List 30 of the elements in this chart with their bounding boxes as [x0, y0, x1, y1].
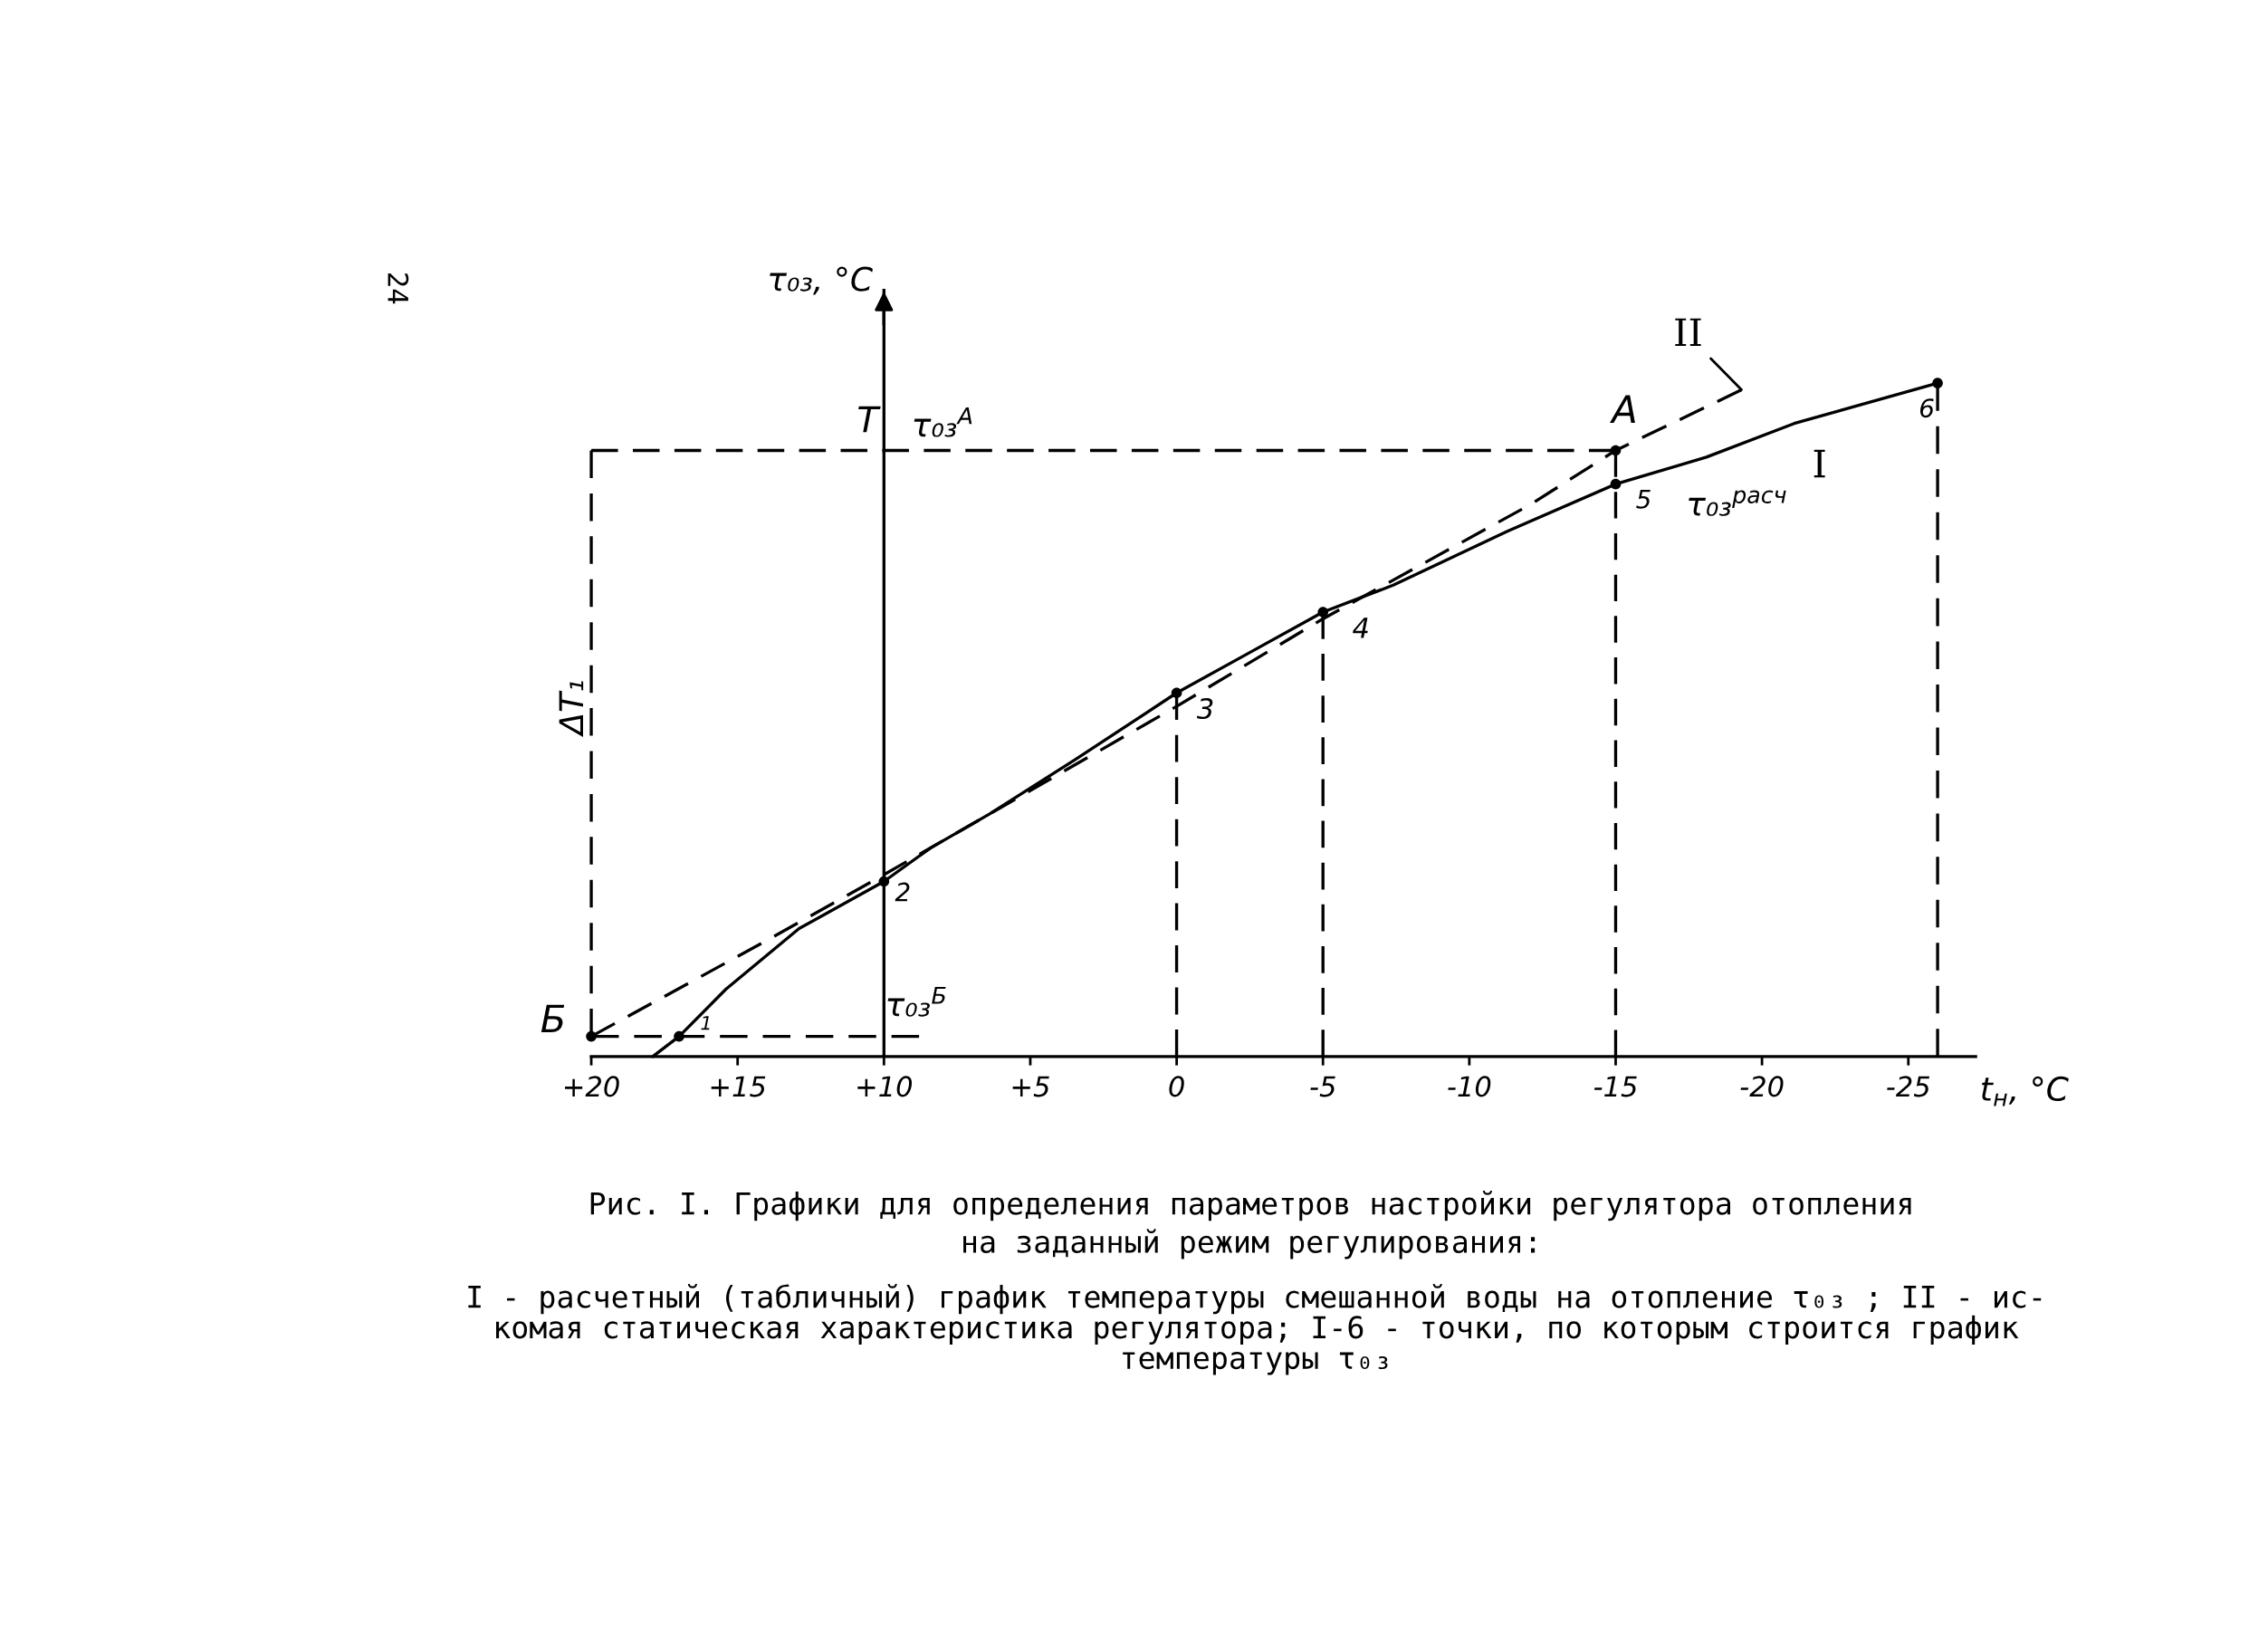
annotation: 5 [1636, 490, 1651, 509]
annotation: 2 [895, 882, 910, 902]
annotation: τ₀₃$^{расч}$ [1689, 490, 1786, 516]
text: I - расчетный (табличный) график температуры смешанной воды на отопление τ₀₃ ; II - ис- комая статическая характеристика регулятора; I-6 - точки, по которым строится график температуры τ₀₃ [468, 1284, 2042, 1375]
annotation: τ₀₃$^{А}$ [914, 407, 972, 437]
x-tick-label: +20 [565, 1076, 619, 1097]
annotation: τ₀₃$^{Б}$ [887, 987, 946, 1017]
x-axis-title: t$_{н}$, °C [1982, 1076, 2069, 1106]
annotation: А [1610, 395, 1635, 423]
x-tick-label: -20 [1740, 1076, 1784, 1097]
annotation: 6 [1919, 398, 1934, 418]
annotation: 1 [701, 1016, 710, 1030]
text: ΔT₁ [559, 681, 584, 737]
text: Рис. I. Графики для определения параметров настройки регулятора отопления на заданный режим регулирования: [590, 1191, 1911, 1259]
annotation: 4 [1353, 618, 1368, 638]
text: 24 [388, 273, 409, 304]
annotation: 3 [1196, 698, 1213, 720]
series-label: II [1675, 318, 1701, 347]
x-tick-label: -25 [1887, 1076, 1930, 1097]
annotation: Т [858, 406, 881, 433]
x-tick-label: -10 [1448, 1076, 1491, 1097]
x-tick-label: -5 [1310, 1076, 1335, 1097]
x-tick-label: -15 [1593, 1076, 1637, 1097]
y-axis-title: τ₀₃, °C [770, 266, 873, 295]
annotation: Б [541, 1004, 565, 1033]
x-tick-label: +10 [857, 1076, 913, 1097]
x-tick-label: +15 [711, 1076, 766, 1097]
x-tick-label: 0 [1169, 1076, 1184, 1097]
x-tick-label: +5 [1012, 1076, 1049, 1097]
series-label: I [1813, 449, 1825, 478]
